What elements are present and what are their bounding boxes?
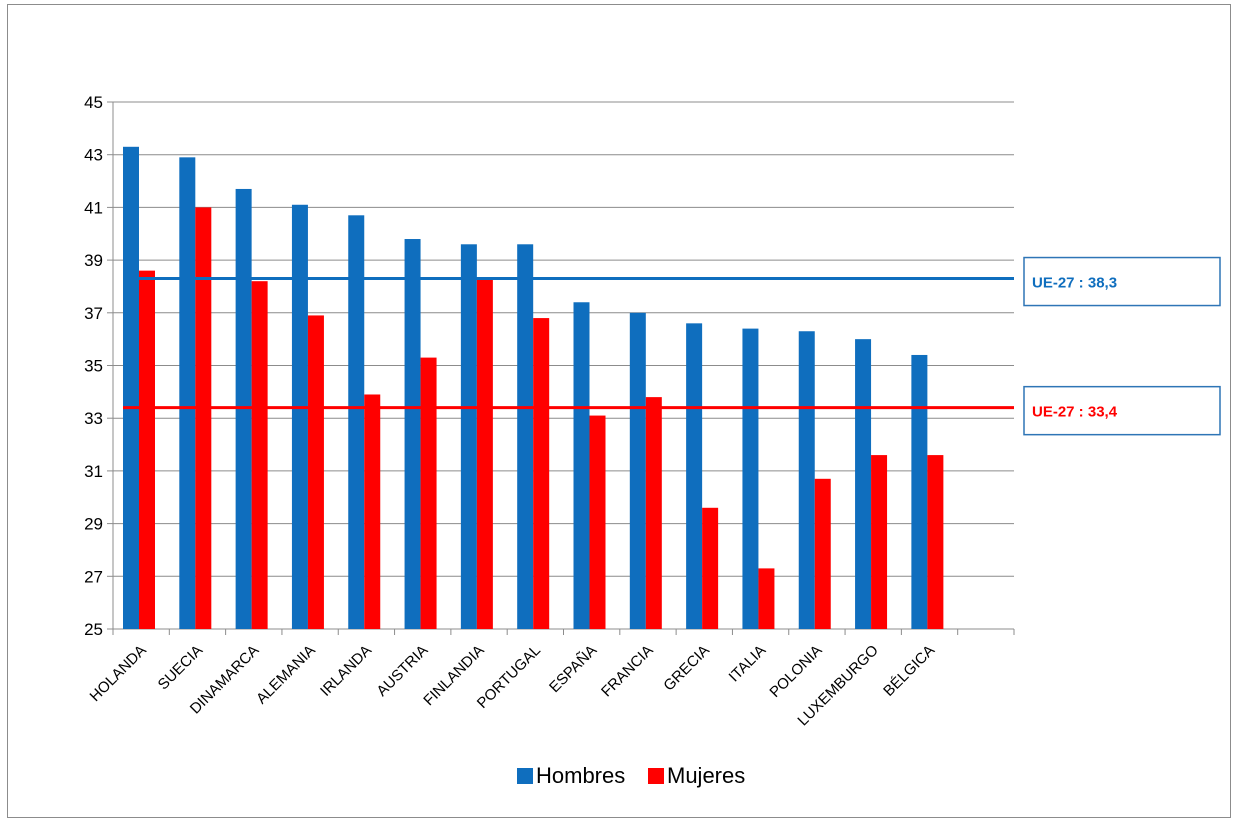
- bar-mujeres-españa: [589, 415, 606, 629]
- y-tick-label: 33: [84, 409, 103, 428]
- bar-hombres-francia: [629, 312, 646, 629]
- category-label: ITALIA: [726, 642, 770, 686]
- category-label: ALEMANIA: [253, 642, 319, 708]
- reference-label-box: [1023, 256, 1221, 307]
- legend-swatch: [517, 768, 533, 784]
- category-label: FRANCIA: [598, 642, 657, 701]
- bar-hombres-holanda: [123, 146, 139, 630]
- y-tick-label: 29: [84, 515, 103, 534]
- bar-mujeres-austria: [420, 357, 437, 629]
- bar-hombres-portugal: [517, 244, 534, 630]
- y-tick-label: 31: [84, 462, 103, 481]
- bar-mujeres-portugal: [533, 318, 550, 629]
- legend-label: Hombres: [536, 763, 625, 788]
- category-label: IRLANDA: [317, 642, 375, 700]
- bar-hombres-luxemburgo: [855, 339, 872, 629]
- y-tick-label: 45: [84, 93, 103, 112]
- bar-hombres-suecia: [179, 157, 196, 629]
- bar-mujeres-grecia: [702, 507, 719, 629]
- bar-hombres-bélgica: [911, 354, 928, 629]
- category-label: POLONIA: [766, 642, 825, 701]
- bar-mujeres-suecia: [195, 207, 212, 629]
- y-tick-label: 25: [84, 620, 103, 639]
- y-tick-label: 41: [84, 198, 103, 217]
- category-label: SUECIA: [155, 642, 207, 694]
- bar-hombres-austria: [404, 239, 421, 629]
- bar-mujeres-polonia: [814, 478, 831, 629]
- y-tick-label: 37: [84, 304, 103, 323]
- bar-hombres-alemania: [291, 204, 308, 629]
- bar-mujeres-holanda: [139, 270, 155, 629]
- bar-mujeres-finlandia: [476, 278, 493, 629]
- category-label: HOLANDA: [87, 642, 150, 705]
- bar-mujeres-bélgica: [927, 455, 944, 629]
- bar-mujeres-dinamarca: [251, 281, 268, 629]
- category-label: AUSTRIA: [373, 642, 431, 700]
- bar-mujeres-italia: [758, 568, 775, 629]
- bar-mujeres-francia: [645, 397, 662, 629]
- reference-label: UE-27 : 38,3: [1032, 275, 1117, 292]
- bar-mujeres-alemania: [307, 315, 324, 629]
- category-label: BÉLGICA: [880, 642, 938, 700]
- legend-swatch: [648, 768, 664, 784]
- y-tick-label: 43: [84, 146, 103, 165]
- y-tick-label: 39: [84, 251, 103, 270]
- y-tick-label: 35: [84, 357, 103, 376]
- bar-hombres-irlanda: [348, 215, 365, 629]
- bar-hombres-españa: [573, 302, 590, 629]
- bar-mujeres-luxemburgo: [871, 455, 888, 629]
- legend-label: Mujeres: [667, 763, 745, 788]
- category-label: ESPAÑA: [546, 642, 600, 696]
- bar-hombres-italia: [742, 328, 759, 629]
- bar-hombres-polonia: [798, 331, 815, 629]
- reference-label: UE-27 : 33,4: [1032, 404, 1118, 421]
- reference-label-box: [1023, 385, 1221, 436]
- bar-mujeres-irlanda: [364, 394, 381, 629]
- bar-hombres-finlandia: [460, 244, 477, 630]
- category-label: GRECIA: [660, 642, 713, 695]
- bar-hombres-grecia: [686, 323, 703, 629]
- y-tick-label: 27: [84, 567, 103, 586]
